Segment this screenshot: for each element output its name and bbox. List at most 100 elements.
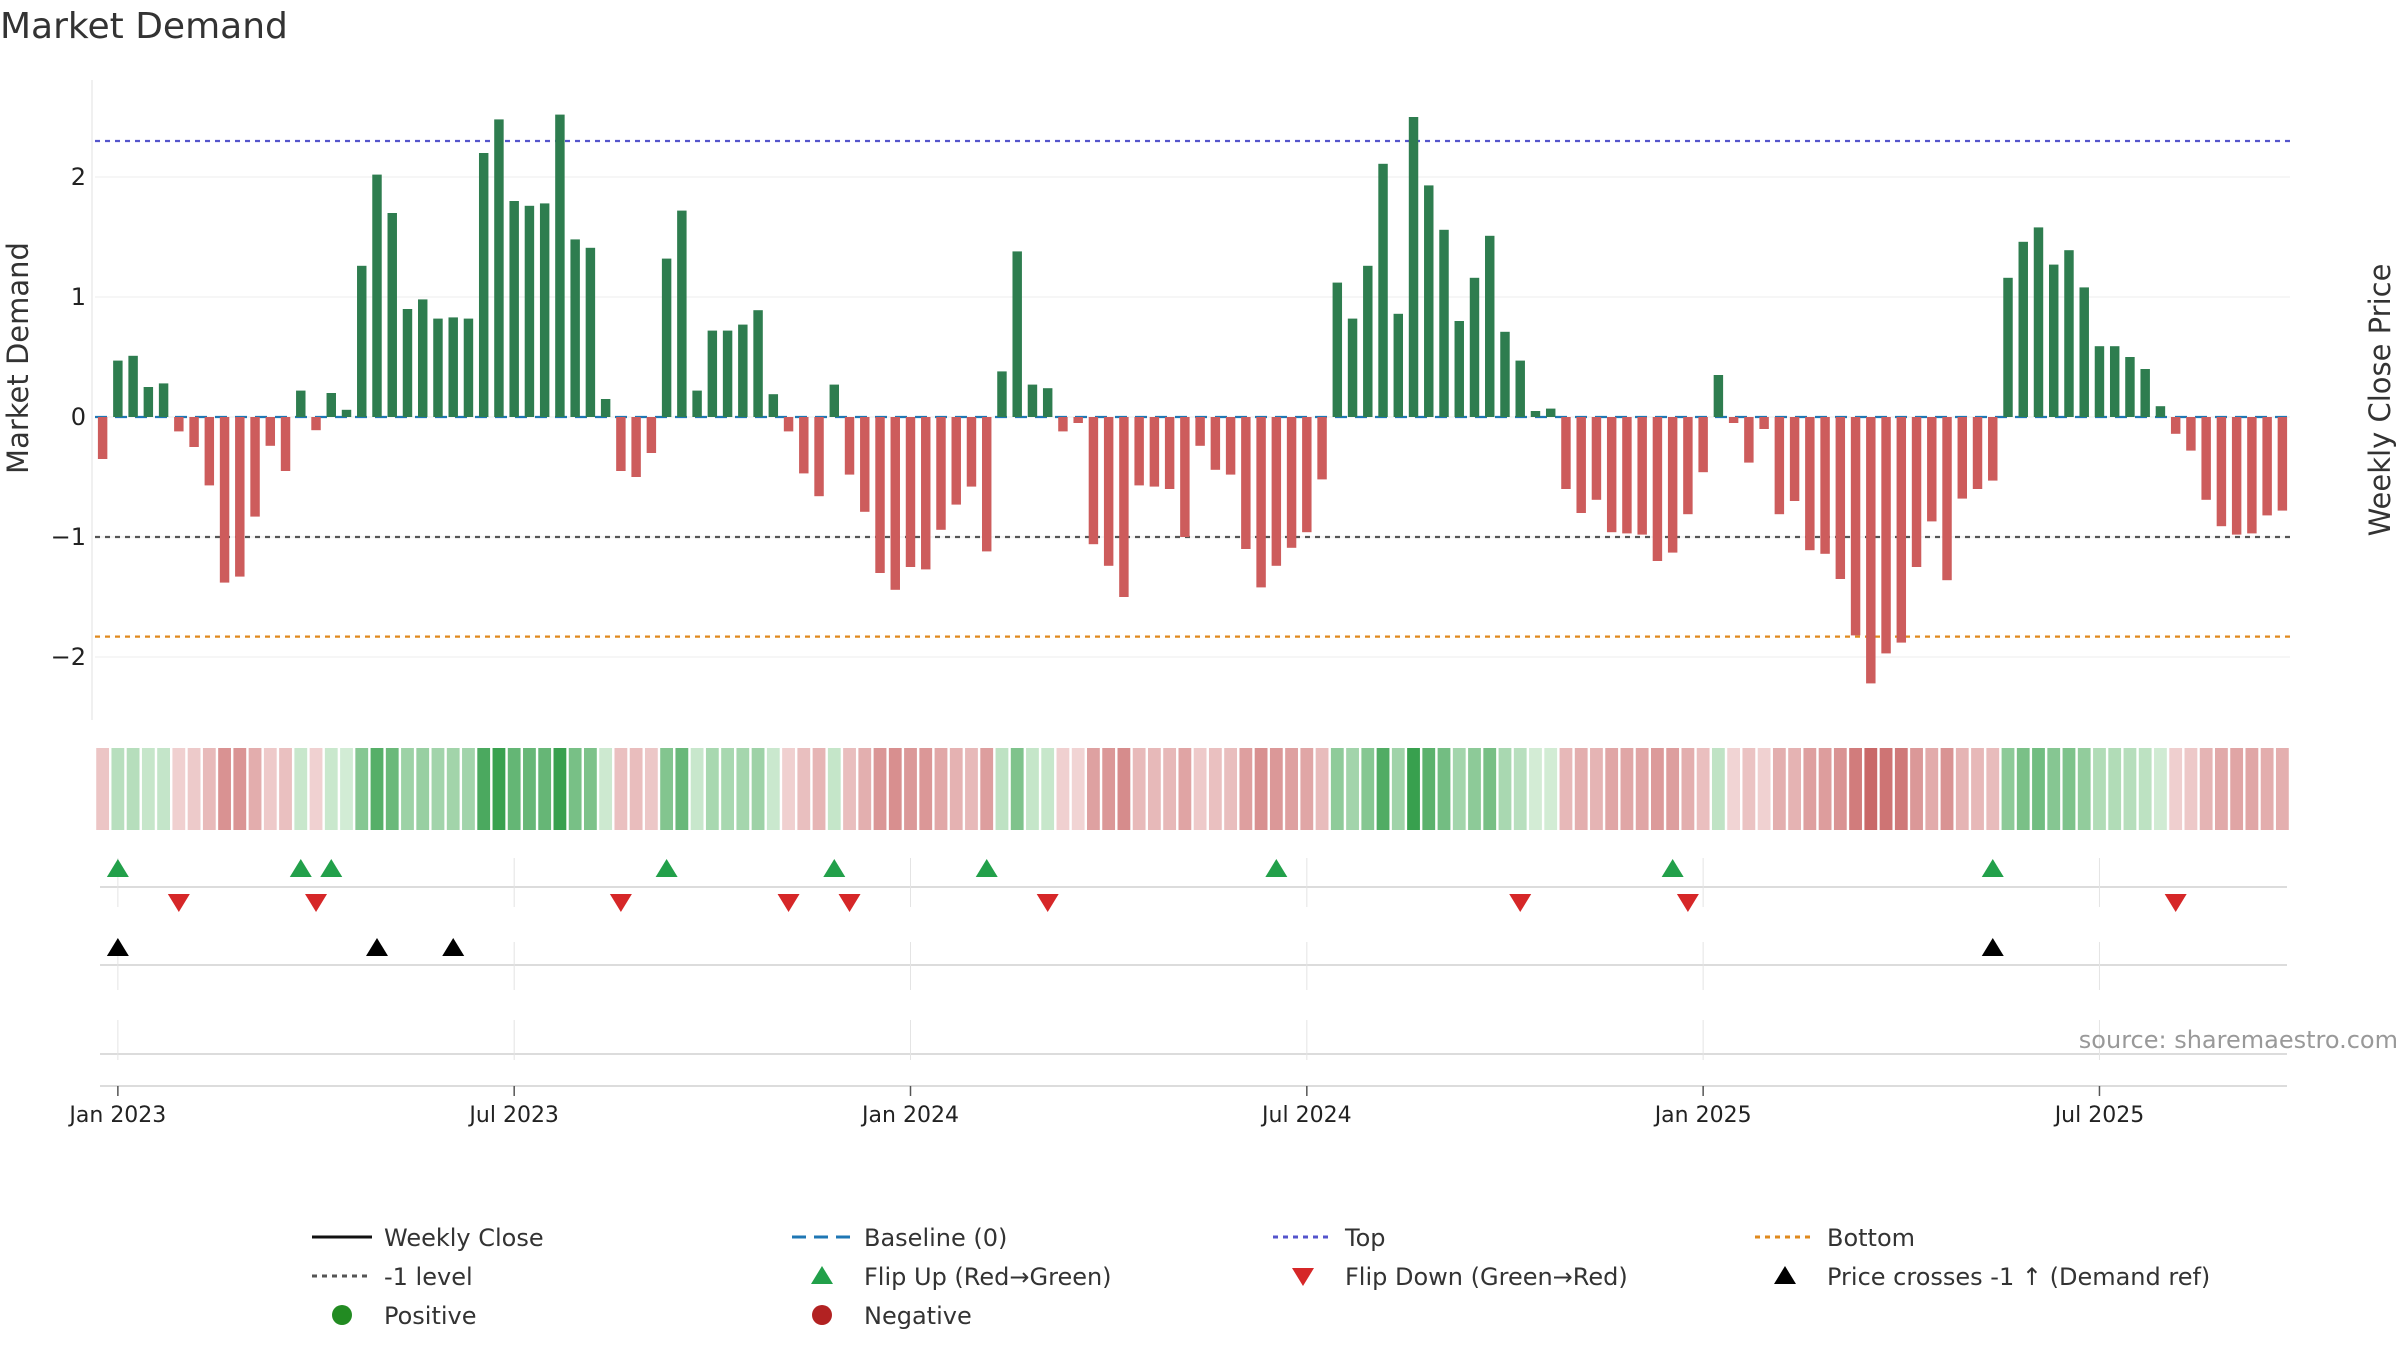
negative-bar: [1881, 417, 1891, 654]
negative-bar: [1667, 417, 1678, 553]
flip-down-marker: [838, 894, 861, 912]
negative-bar: [1271, 417, 1282, 566]
negative-bar: [311, 417, 321, 431]
heat-cell-positive: [1468, 748, 1481, 830]
negative-bar: [905, 417, 916, 567]
heat-cell-negative: [1239, 748, 1253, 830]
heat-cell-negative: [1696, 748, 1710, 830]
positive-bar: [1012, 251, 1022, 417]
positive-bar: [539, 203, 550, 417]
heat-cell-positive: [477, 748, 491, 830]
positive-bar: [357, 265, 367, 417]
left-axis-ticks: 2 1 0 −1 −2: [51, 163, 86, 671]
negative-bar: [1149, 417, 1160, 487]
heat-cell-negative: [1651, 748, 1664, 830]
negative-bar: [250, 417, 260, 517]
negative-bar: [1728, 417, 1739, 423]
positive-bar: [341, 409, 352, 417]
heat-cell-positive: [446, 748, 460, 830]
event-lanes: [100, 858, 2287, 1087]
heat-cell-positive: [736, 748, 750, 830]
positive-bar: [158, 383, 169, 417]
positive-bar: [2033, 227, 2044, 417]
demand-bars: [97, 114, 2288, 684]
heat-cell-positive: [1452, 748, 1466, 830]
heat-cell-positive: [141, 748, 155, 830]
positive-bar: [433, 318, 443, 417]
legend-item: Positive: [332, 1302, 477, 1330]
heat-cell-negative: [949, 748, 963, 830]
positive-bar: [296, 390, 306, 417]
heat-cell-negative: [2169, 748, 2183, 830]
left-tick-label: 0: [71, 403, 86, 431]
positive-bar: [2155, 406, 2166, 417]
heat-cell-positive: [2154, 748, 2167, 830]
heat-cell-positive: [507, 748, 521, 830]
heat-cell-positive: [431, 748, 445, 830]
negative-bar: [235, 417, 245, 577]
chart-title: Market Demand: [0, 6, 288, 47]
heat-cell-positive: [2016, 748, 2030, 830]
heat-cell-negative: [2230, 748, 2244, 830]
heat-cell-positive: [705, 748, 719, 830]
heat-cell-negative: [644, 748, 658, 830]
heat-cell-positive: [538, 748, 552, 830]
positive-bar: [478, 153, 489, 417]
heat-cell-positive: [766, 748, 780, 830]
flip-up-marker: [106, 859, 129, 877]
heat-cell-positive: [492, 748, 506, 830]
positive-bar: [1424, 185, 1434, 417]
positive-bar: [402, 309, 413, 417]
positive-bar: [372, 174, 382, 417]
heat-cell-positive: [583, 748, 597, 830]
positive-bar: [1408, 117, 1419, 417]
flip-down-marker: [1676, 894, 1699, 912]
negative-bar: [844, 417, 855, 475]
positive-bar: [1515, 360, 1525, 417]
negative-bar: [1866, 417, 1876, 684]
negative-bar: [1058, 417, 1068, 432]
flip-up-marker: [320, 859, 343, 877]
positive-bar: [2109, 346, 2120, 417]
heat-cell-negative: [1833, 748, 1847, 830]
legend-swatch: [1292, 1268, 1314, 1286]
heat-cell-negative: [2275, 748, 2289, 830]
heat-cell-positive: [111, 748, 125, 830]
legend-item: Top: [1273, 1224, 1386, 1252]
negative-bar: [1241, 417, 1251, 549]
negative-bar: [265, 417, 276, 446]
negative-bar: [2231, 417, 2242, 535]
positive-bar: [1469, 277, 1480, 417]
left-tick-label: 1: [71, 283, 86, 311]
heat-cell-negative: [1910, 748, 1923, 830]
heat-cell-positive: [1376, 748, 1390, 830]
heat-cell-negative: [1849, 748, 1862, 830]
heat-cell-negative: [1193, 748, 1207, 830]
heat-cell-positive: [599, 748, 613, 830]
positive-bar: [570, 239, 580, 417]
date-tick-label: Jan 2023: [67, 1103, 166, 1128]
heat-cell-negative: [279, 748, 292, 830]
positive-bar: [1363, 265, 1373, 417]
flip-down-marker: [2164, 894, 2187, 912]
negative-bar: [1972, 417, 1983, 489]
negative-bar: [1073, 417, 1083, 423]
heat-cell-negative: [1940, 748, 1954, 830]
negative-bar: [1942, 417, 1952, 581]
negative-bar: [1759, 417, 1769, 429]
heat-cell-negative: [812, 748, 826, 830]
heat-cell-negative: [263, 748, 277, 830]
heat-cell-positive: [1041, 748, 1055, 830]
legend-item: -1 level: [312, 1263, 473, 1291]
heat-cell-positive: [1711, 748, 1725, 830]
heat-cell-negative: [218, 748, 231, 830]
heat-cell-positive: [1498, 748, 1512, 830]
positive-bar: [387, 213, 397, 417]
positive-bar: [600, 399, 611, 417]
negative-bar: [1789, 417, 1800, 501]
legend: Weekly Close Baseline (0) Top Bottom -1 leve…: [312, 1224, 2210, 1330]
positive-bar: [1500, 331, 1510, 417]
heat-cell-positive: [2093, 748, 2106, 830]
heat-cell-negative: [1132, 748, 1146, 830]
positive-bar: [524, 205, 535, 417]
